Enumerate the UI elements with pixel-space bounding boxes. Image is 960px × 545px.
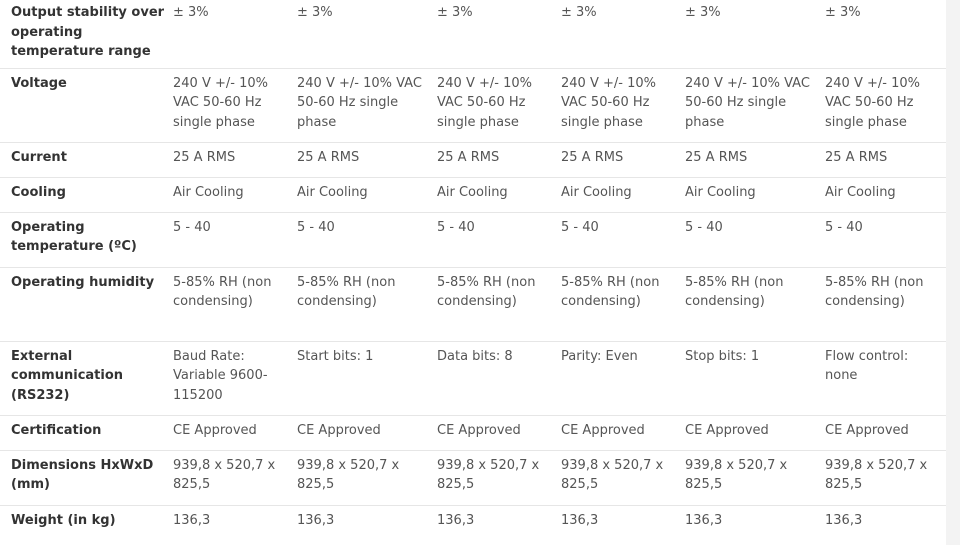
spec-label: Operating temperature (ºC): [0, 211, 173, 267]
spec-value: ± 3%: [825, 5, 861, 20]
spec-value: ± 3%: [561, 5, 597, 20]
spec-row-output-stability: Output stability over operating temperat…: [0, 0, 946, 68]
spec-value: Start bits: 1: [297, 340, 437, 415]
spec-value: Air Cooling: [561, 176, 685, 212]
spec-value: ± 3%: [297, 5, 333, 20]
spec-value: 5 - 40: [685, 211, 825, 267]
spec-value: ± 3%: [173, 5, 209, 20]
spec-value: 240 V +/- 10% VAC 50-60 Hz single phase: [173, 67, 297, 142]
spec-value: 25 A RMS: [437, 141, 561, 177]
spec-value: 5-85% RH (non condensing): [685, 266, 825, 341]
spec-value: Air Cooling: [685, 176, 825, 212]
spec-label: Dimensions HxWxD (mm): [0, 449, 173, 505]
spec-value: 136,3: [685, 504, 825, 543]
spec-value: Parity: Even: [561, 340, 685, 415]
spec-value: 939,8 x 520,7 x 825,5: [297, 449, 437, 505]
spec-value: CE Approved: [561, 414, 685, 450]
spec-row-current: Current 25 A RMS 25 A RMS 25 A RMS 25 A …: [0, 141, 946, 177]
spec-value: Air Cooling: [825, 176, 946, 212]
spec-value: CE Approved: [825, 414, 946, 450]
spec-label: Voltage: [0, 67, 173, 142]
spec-value: 939,8 x 520,7 x 825,5: [437, 449, 561, 505]
spec-label: Current: [0, 141, 173, 177]
spec-value: CE Approved: [173, 414, 297, 450]
page-right-edge: [946, 0, 960, 545]
spec-label: Weight (in kg): [0, 504, 173, 543]
spec-row-cooling: Cooling Air Cooling Air Cooling Air Cool…: [0, 176, 946, 212]
spec-value: 939,8 x 520,7 x 825,5: [825, 449, 946, 505]
spec-value: 939,8 x 520,7 x 825,5: [561, 449, 685, 505]
spec-value: Air Cooling: [173, 176, 297, 212]
spec-label: Operating humidity: [0, 266, 173, 341]
spec-value: CE Approved: [437, 414, 561, 450]
spec-value: 25 A RMS: [825, 141, 946, 177]
spec-value: 136,3: [825, 504, 946, 543]
spec-value: 5-85% RH (non condensing): [297, 266, 437, 341]
spec-value: Baud Rate: Variable 9600-115200: [173, 340, 297, 415]
spec-value: 136,3: [173, 504, 297, 543]
spec-value: Air Cooling: [437, 176, 561, 212]
spec-value: 240 V +/- 10% VAC 50-60 Hz single phase: [297, 67, 437, 142]
spec-value: 5 - 40: [437, 211, 561, 267]
spec-value: 5 - 40: [825, 211, 946, 267]
spec-value: 939,8 x 520,7 x 825,5: [685, 449, 825, 505]
spec-value: 25 A RMS: [173, 141, 297, 177]
spec-value: 5 - 40: [173, 211, 297, 267]
spec-value: Data bits: 8: [437, 340, 561, 415]
spec-value: 136,3: [297, 504, 437, 543]
spec-value: 5-85% RH (non condensing): [437, 266, 561, 341]
spec-label: Cooling: [0, 176, 173, 212]
spec-value: 136,3: [437, 504, 561, 543]
spec-value: 5 - 40: [297, 211, 437, 267]
spec-value: 25 A RMS: [685, 141, 825, 177]
spec-value: Flow control: none: [825, 340, 946, 415]
spec-row-certification: Certification CE Approved CE Approved CE…: [0, 414, 946, 450]
spec-row-dimensions: Dimensions HxWxD (mm) 939,8 x 520,7 x 82…: [0, 449, 946, 505]
spec-label: Certification: [0, 414, 173, 450]
spec-value: 5 - 40: [561, 211, 685, 267]
spec-value: 25 A RMS: [297, 141, 437, 177]
spec-value: 5-85% RH (non condensing): [561, 266, 685, 341]
spec-value: 25 A RMS: [561, 141, 685, 177]
spec-value: 939,8 x 520,7 x 825,5: [173, 449, 297, 505]
spec-value: 240 V +/- 10% VAC 50-60 Hz single phase: [825, 67, 946, 142]
spec-value: ± 3%: [437, 5, 473, 20]
spec-label: External communication (RS232): [0, 340, 173, 415]
spec-row-weight: Weight (in kg) 136,3 136,3 136,3 136,3 1…: [0, 504, 946, 543]
spec-value: ± 3%: [685, 5, 721, 20]
spec-value: 136,3: [561, 504, 685, 543]
spec-value: Air Cooling: [297, 176, 437, 212]
spec-row-external-communication: External communication (RS232) Baud Rate…: [0, 340, 946, 415]
spec-label: Output stability over operating temperat…: [11, 5, 165, 59]
spec-value: Stop bits: 1: [685, 340, 825, 415]
spec-value: 5-85% RH (non condensing): [825, 266, 946, 341]
spec-value: 240 V +/- 10% VAC 50-60 Hz single phase: [437, 67, 561, 142]
spec-value: CE Approved: [685, 414, 825, 450]
spec-value: 5-85% RH (non condensing): [173, 266, 297, 341]
spec-row-operating-humidity: Operating humidity 5-85% RH (non condens…: [0, 266, 946, 341]
spec-row-voltage: Voltage 240 V +/- 10% VAC 50-60 Hz singl…: [0, 67, 946, 142]
spec-value: 240 V +/- 10% VAC 50-60 Hz single phase: [561, 67, 685, 142]
spec-value: 240 V +/- 10% VAC 50-60 Hz single phase: [685, 67, 825, 142]
spec-row-operating-temperature: Operating temperature (ºC) 5 - 40 5 - 40…: [0, 211, 946, 267]
spec-value: CE Approved: [297, 414, 437, 450]
